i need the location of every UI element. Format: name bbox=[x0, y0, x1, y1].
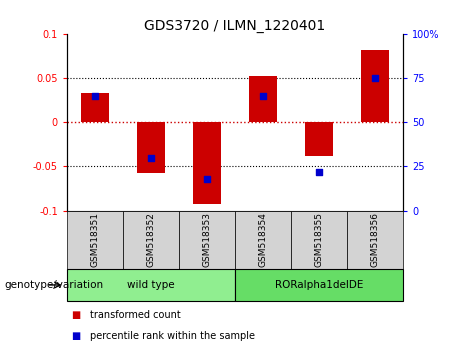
Bar bbox=[179, 211, 235, 269]
Bar bbox=[249, 76, 277, 122]
Point bbox=[91, 93, 99, 98]
Text: genotype/variation: genotype/variation bbox=[5, 280, 104, 290]
Text: GSM518353: GSM518353 bbox=[202, 212, 212, 267]
Bar bbox=[235, 269, 403, 301]
Bar bbox=[193, 122, 221, 204]
Point bbox=[372, 75, 379, 81]
Bar bbox=[347, 211, 403, 269]
Text: percentile rank within the sample: percentile rank within the sample bbox=[90, 331, 255, 341]
Text: GSM518356: GSM518356 bbox=[371, 212, 380, 267]
Point bbox=[315, 169, 323, 175]
Text: transformed count: transformed count bbox=[90, 310, 181, 320]
Point bbox=[203, 176, 211, 182]
Bar bbox=[67, 211, 123, 269]
Text: GSM518351: GSM518351 bbox=[90, 212, 100, 267]
Text: RORalpha1delDE: RORalpha1delDE bbox=[275, 280, 363, 290]
Text: ■: ■ bbox=[71, 310, 81, 320]
Bar bbox=[123, 211, 179, 269]
Bar bbox=[361, 50, 390, 122]
Text: GSM518352: GSM518352 bbox=[147, 212, 155, 267]
Text: GSM518355: GSM518355 bbox=[315, 212, 324, 267]
Point bbox=[147, 155, 154, 160]
Text: wild type: wild type bbox=[127, 280, 175, 290]
Text: GSM518354: GSM518354 bbox=[259, 212, 268, 267]
Text: ■: ■ bbox=[71, 331, 81, 341]
Point bbox=[260, 93, 267, 98]
Bar bbox=[291, 211, 347, 269]
Bar bbox=[67, 269, 235, 301]
Bar bbox=[305, 122, 333, 156]
Bar bbox=[235, 211, 291, 269]
Title: GDS3720 / ILMN_1220401: GDS3720 / ILMN_1220401 bbox=[144, 19, 326, 33]
Bar bbox=[81, 93, 109, 122]
Bar bbox=[137, 122, 165, 172]
